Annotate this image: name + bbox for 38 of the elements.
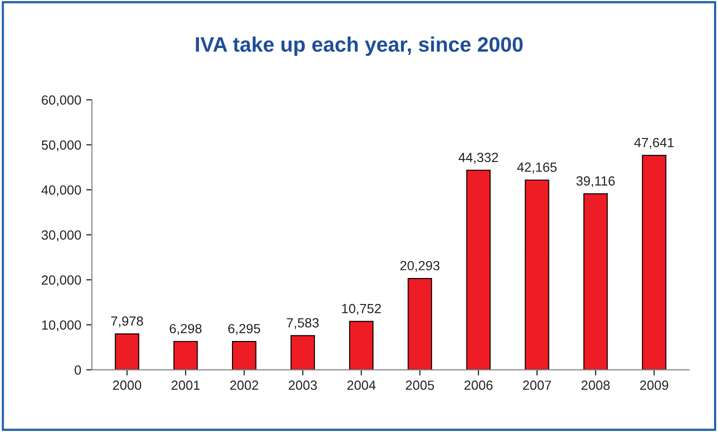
- y-tick-label: 20,000: [42, 275, 81, 286]
- data-label: 20,293: [400, 260, 440, 272]
- y-tick-label: 60,000: [42, 95, 81, 106]
- x-tick-label: 2006: [464, 380, 493, 390]
- data-label: 42,165: [517, 162, 557, 174]
- x-tick-label: 2003: [288, 380, 317, 390]
- data-label: 7,583: [286, 318, 319, 330]
- y-tick-label: 10,000: [42, 320, 81, 332]
- bar: [408, 278, 432, 370]
- x-tick-label: 2004: [347, 380, 376, 390]
- data-label: 47,641: [634, 138, 674, 149]
- x-tick-label: 2001: [172, 380, 200, 390]
- x-tick-label: 2008: [582, 380, 610, 390]
- bar: [173, 340, 198, 370]
- data-label: 10,752: [342, 304, 381, 315]
- x-tick-label: 2009: [640, 380, 668, 390]
- x-tick-label: 2002: [230, 380, 258, 390]
- data-label: 6,298: [170, 324, 202, 335]
- bar: [114, 333, 140, 370]
- y-tick-label: 40,000: [41, 185, 81, 196]
- y-tick-label: 30,000: [42, 230, 81, 242]
- chart-title: IVA take up each year, since 2000: [196, 36, 523, 56]
- x-tick-label: 2007: [522, 380, 552, 390]
- bar: [290, 335, 315, 370]
- x-tick-label: 2005: [406, 380, 434, 390]
- data-label: 44,332: [458, 152, 498, 164]
- bar: [583, 193, 608, 370]
- data-label: 39,116: [576, 176, 615, 188]
- bar: [642, 154, 666, 370]
- data-label: 7,978: [111, 316, 143, 328]
- y-tick-label: 0: [74, 365, 81, 375]
- x-tick-label: 2000: [113, 380, 142, 390]
- bar: [349, 320, 374, 370]
- bar: [466, 170, 491, 370]
- bar: [232, 340, 256, 370]
- data-label: 6,295: [228, 324, 260, 335]
- y-tick-label: 50,000: [42, 140, 81, 152]
- bar: [524, 180, 550, 370]
